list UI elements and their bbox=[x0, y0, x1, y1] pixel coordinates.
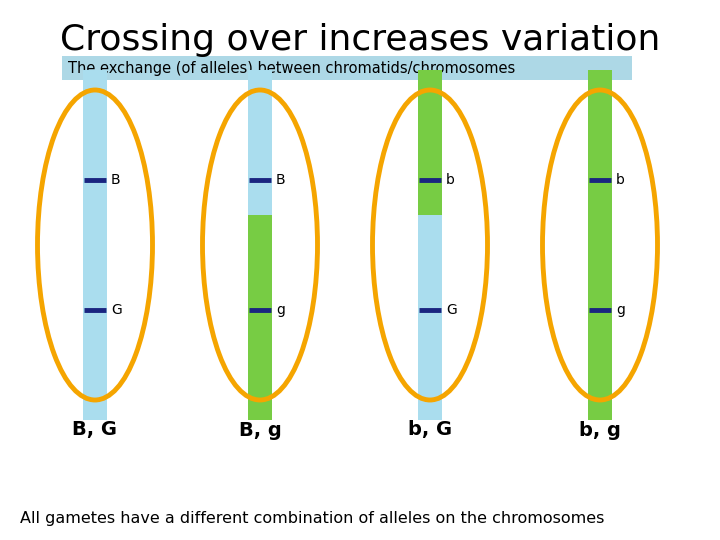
Text: b: b bbox=[616, 173, 625, 187]
Text: G: G bbox=[446, 303, 456, 317]
Bar bbox=[588, 215, 612, 420]
Text: g: g bbox=[616, 303, 625, 317]
Bar bbox=[83, 70, 107, 215]
Text: The exchange (of alleles) between chromatids/chromosomes: The exchange (of alleles) between chroma… bbox=[68, 60, 516, 76]
Text: B: B bbox=[276, 173, 286, 187]
Text: b, G: b, G bbox=[408, 421, 452, 440]
Bar bbox=[248, 215, 272, 420]
Text: Crossing over increases variation: Crossing over increases variation bbox=[60, 23, 660, 57]
Bar bbox=[62, 56, 632, 80]
Text: B: B bbox=[111, 173, 121, 187]
Bar bbox=[83, 215, 107, 420]
Text: G: G bbox=[111, 303, 122, 317]
Bar bbox=[588, 70, 612, 215]
Text: B, g: B, g bbox=[238, 421, 282, 440]
Bar bbox=[248, 70, 272, 215]
Text: b: b bbox=[446, 173, 455, 187]
Text: B, G: B, G bbox=[73, 421, 117, 440]
Text: g: g bbox=[276, 303, 285, 317]
Bar bbox=[418, 215, 442, 420]
Text: b, g: b, g bbox=[579, 421, 621, 440]
Bar bbox=[418, 70, 442, 215]
Text: All gametes have a different combination of alleles on the chromosomes: All gametes have a different combination… bbox=[20, 510, 604, 525]
